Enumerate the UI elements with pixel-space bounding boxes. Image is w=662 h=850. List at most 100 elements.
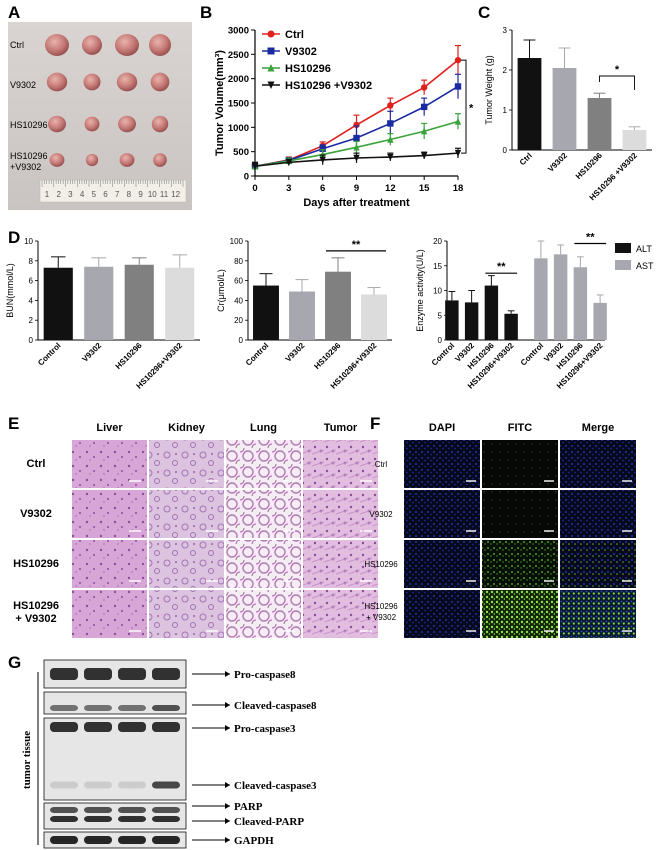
y-tick-label: 1500 [228, 99, 249, 110]
row-label-1-line: V9302 [369, 510, 393, 519]
blot-band [152, 807, 180, 813]
he-image [149, 440, 224, 488]
row-label-0-line: Ctrl [375, 460, 388, 469]
bar [573, 267, 588, 340]
ruler-number: 6 [103, 190, 108, 199]
tumor-specimen [118, 115, 136, 133]
row-label-3-line: HS10296 [13, 600, 59, 612]
bar [587, 98, 612, 150]
x-tick-label: 0 [252, 183, 257, 194]
bar [484, 285, 499, 340]
y-tick-label: 4 [29, 296, 34, 305]
data-point [387, 135, 394, 143]
y-tick-label: 10 [433, 287, 442, 296]
bar [553, 254, 568, 340]
legend-entry: AST [636, 261, 654, 271]
side-label: tumor tissue [21, 731, 33, 789]
data-point [420, 103, 428, 111]
y-tick-label: 2000 [228, 74, 249, 85]
ruler-number: 11 [160, 190, 169, 199]
bar [534, 258, 548, 340]
band-label-4: PARP [234, 801, 263, 813]
group-label-3-line: +V9302 [10, 162, 41, 172]
y-tick-label: 1000 [228, 123, 249, 134]
bar [622, 130, 647, 150]
data-point [420, 84, 428, 91]
he-image [149, 540, 224, 588]
blot-band [152, 705, 180, 711]
ruler-number: 7 [115, 190, 120, 199]
he-image [303, 440, 378, 488]
x-tick-label: Control [244, 341, 270, 367]
row-label-2: HS10296 [364, 560, 398, 569]
data-point [353, 121, 360, 129]
blot-band [84, 781, 112, 789]
column-header-0: DAPI [429, 422, 455, 434]
tumor-specimen [45, 34, 69, 56]
blot-band [84, 668, 112, 680]
y-tick-label: 40 [234, 296, 243, 305]
bar [289, 291, 315, 340]
y-tick-label: 2 [503, 66, 508, 75]
band-label-6: GAPDH [234, 835, 274, 847]
fluorescence-image [404, 440, 480, 488]
cr-chart: 0 20 40 60 80 100 Cr(μmol/L) Control V9302 HS1029… [216, 237, 392, 391]
legend-entry: Ctrl [285, 29, 304, 41]
fluorescence-image [560, 440, 636, 488]
bar [361, 294, 387, 340]
significance-mark: * [615, 64, 620, 76]
ruler-number: 4 [80, 190, 85, 199]
data-point [454, 149, 462, 157]
legend-entry: ALT [636, 244, 652, 254]
data-point [420, 127, 428, 135]
y-tick-label: 500 [233, 147, 249, 158]
tumor-specimen [153, 153, 167, 167]
blot-band [118, 705, 146, 711]
x-tick-label: Ctrl [518, 151, 534, 167]
series-3 [251, 147, 462, 171]
group-label-1-line: V9302 [10, 80, 36, 90]
y-tick-label: 3 [503, 26, 508, 35]
y-axis-label: Tumor Volume(mm³) [214, 50, 226, 156]
blot-band [84, 722, 112, 732]
data-point [353, 134, 360, 142]
y-tick-label: 0 [244, 172, 249, 183]
y-axis-label: Cr(μmol/L) [216, 269, 226, 312]
group-label-0: Ctrl [10, 40, 24, 50]
y-tick-label: 20 [433, 237, 442, 246]
blot-band [50, 705, 78, 711]
x-tick-label: 3 [286, 183, 291, 194]
group-label-0-line: Ctrl [10, 40, 24, 50]
blot-band [118, 668, 146, 680]
blot-band [84, 705, 112, 711]
panel-label-g: G [8, 653, 21, 672]
group-label-3: HS10296 +V9302 [10, 151, 48, 172]
data-point [454, 56, 462, 64]
band-arrowhead [225, 818, 230, 824]
bar [84, 266, 114, 340]
x-tick-label: 9 [354, 183, 359, 194]
ruler-number: 12 [171, 190, 180, 199]
data-point [387, 120, 394, 127]
column-header-1: FITC [508, 422, 532, 434]
tumor-specimen [83, 73, 101, 91]
column-header-2: Merge [582, 422, 614, 434]
he-image [149, 590, 224, 638]
blot-band [50, 816, 78, 822]
panel-label-d: D [8, 228, 20, 247]
data-point [319, 150, 326, 158]
blot-band [50, 722, 78, 732]
tumor-specimen [49, 153, 65, 167]
fluorescence-image [404, 490, 480, 538]
fluorescence-image [482, 540, 558, 588]
y-tick-label: 0 [239, 336, 244, 345]
blot-band [152, 836, 180, 844]
blot-block-1 [43, 691, 187, 715]
ruler-number: 9 [138, 190, 143, 199]
fluorescence-image [404, 540, 480, 588]
data-point [319, 156, 326, 164]
he-image [226, 490, 301, 538]
